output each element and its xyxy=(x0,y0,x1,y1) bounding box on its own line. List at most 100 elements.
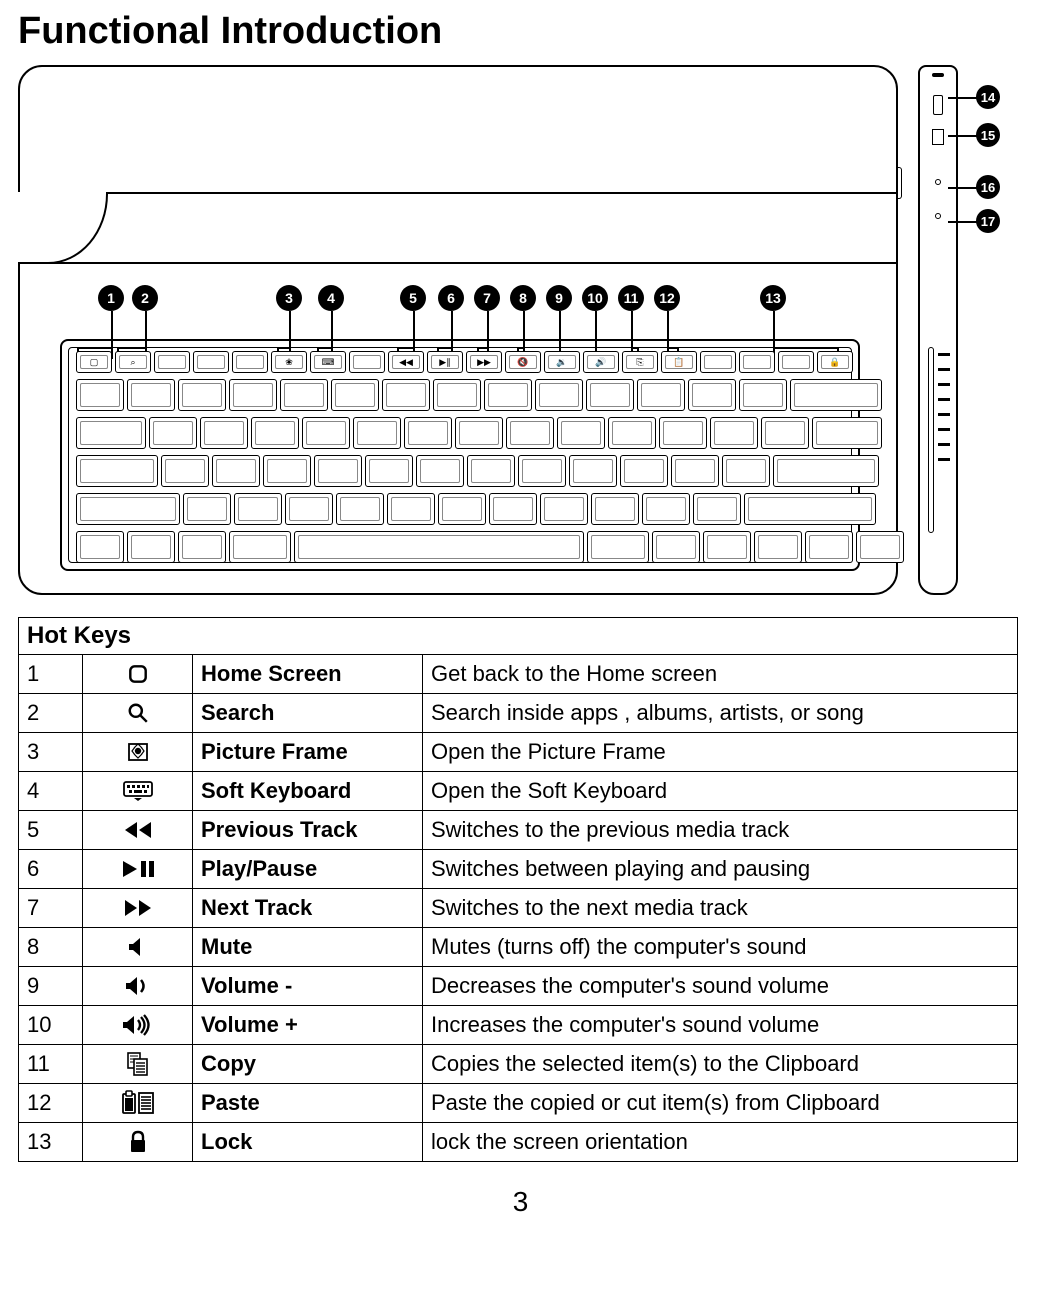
key xyxy=(856,531,904,563)
row-name: Paste xyxy=(193,1084,423,1123)
key xyxy=(127,531,175,563)
key xyxy=(127,379,175,411)
key xyxy=(518,455,566,487)
row-desc: Increases the computer's sound volume xyxy=(423,1006,1018,1045)
key: 📋 xyxy=(661,351,697,373)
callout-17: 17 xyxy=(976,209,1000,233)
key xyxy=(761,417,809,449)
key xyxy=(637,379,685,411)
key: 🔇 xyxy=(505,351,541,373)
key xyxy=(387,493,435,525)
key xyxy=(812,417,882,449)
callout-5: 5 xyxy=(400,285,426,311)
table-row: 2SearchSearch inside apps , albums, arti… xyxy=(19,694,1018,733)
table-row: 3Picture FrameOpen the Picture Frame xyxy=(19,733,1018,772)
callout-2: 2 xyxy=(132,285,158,311)
callout-14: 14 xyxy=(976,85,1000,109)
key xyxy=(710,417,758,449)
key xyxy=(294,531,584,563)
key xyxy=(433,379,481,411)
keyboard-side-view xyxy=(918,65,958,595)
table-row: 4Soft KeyboardOpen the Soft Keyboard xyxy=(19,772,1018,811)
table-row: 12 PastePaste the copied or cut item(s) f… xyxy=(19,1084,1018,1123)
key: 🔉 xyxy=(544,351,580,373)
key xyxy=(76,417,146,449)
hotkeys-table: Hot Keys 1Home ScreenGet back to the Hom… xyxy=(18,617,1018,1162)
page-number: 3 xyxy=(18,1186,1023,1218)
table-row: 11CopyCopies the selected item(s) to the… xyxy=(19,1045,1018,1084)
key xyxy=(620,455,668,487)
key xyxy=(331,379,379,411)
key xyxy=(76,379,124,411)
playpause-icon xyxy=(83,850,193,889)
row-number: 12 xyxy=(19,1084,83,1123)
key xyxy=(778,351,814,373)
row-desc: Paste the copied or cut item(s) from Cli… xyxy=(423,1084,1018,1123)
paste-icon xyxy=(83,1084,193,1123)
key xyxy=(154,351,190,373)
key xyxy=(234,493,282,525)
key xyxy=(773,455,879,487)
table-row: 6Play/PauseSwitches between playing and … xyxy=(19,850,1018,889)
page-title: Functional Introduction xyxy=(18,10,1023,53)
row-name: Volume - xyxy=(193,967,423,1006)
row-number: 1 xyxy=(19,655,83,694)
row-name: Soft Keyboard xyxy=(193,772,423,811)
key xyxy=(353,417,401,449)
next-icon xyxy=(83,889,193,928)
key xyxy=(76,455,158,487)
callout-4: 4 xyxy=(318,285,344,311)
key xyxy=(76,531,124,563)
key xyxy=(744,493,876,525)
row-number: 11 xyxy=(19,1045,83,1084)
table-title: Hot Keys xyxy=(19,618,1018,655)
key xyxy=(586,379,634,411)
key xyxy=(365,455,413,487)
key xyxy=(652,531,700,563)
table-row: 7Next TrackSwitches to the next media tr… xyxy=(19,889,1018,928)
key xyxy=(805,531,853,563)
key xyxy=(688,379,736,411)
key xyxy=(404,417,452,449)
callout-10: 10 xyxy=(582,285,608,311)
key xyxy=(700,351,736,373)
callout-9: 9 xyxy=(546,285,572,311)
key xyxy=(722,455,770,487)
key: ⌕ xyxy=(115,351,151,373)
key xyxy=(659,417,707,449)
callout-6: 6 xyxy=(438,285,464,311)
row-desc: Switches to the next media track xyxy=(423,889,1018,928)
key: ⎘ xyxy=(622,351,658,373)
callout-8: 8 xyxy=(510,285,536,311)
key xyxy=(754,531,802,563)
search-icon xyxy=(83,694,193,733)
callout-16: 16 xyxy=(976,175,1000,199)
key xyxy=(232,351,268,373)
row-number: 10 xyxy=(19,1006,83,1045)
row-number: 8 xyxy=(19,928,83,967)
row-name: Next Track xyxy=(193,889,423,928)
row-name: Picture Frame xyxy=(193,733,423,772)
row-desc: Search inside apps , albums, artists, or… xyxy=(423,694,1018,733)
key xyxy=(591,493,639,525)
row-number: 13 xyxy=(19,1123,83,1162)
key xyxy=(438,493,486,525)
key xyxy=(455,417,503,449)
key xyxy=(161,455,209,487)
callout-3: 3 xyxy=(276,285,302,311)
table-row: 13Locklock the screen orientation xyxy=(19,1123,1018,1162)
key: ❀ xyxy=(271,351,307,373)
picture-icon xyxy=(83,733,193,772)
row-name: Home Screen xyxy=(193,655,423,694)
row-desc: Copies the selected item(s) to the Clipb… xyxy=(423,1045,1018,1084)
key xyxy=(285,493,333,525)
volup-icon xyxy=(83,1006,193,1045)
key: ▶∥ xyxy=(427,351,463,373)
keyboard-top-view: 12345678910111213 ▢⌕❀⌨◀◀▶∥▶▶🔇🔉🔊⎘📋🔒 xyxy=(18,65,898,595)
voldown-icon xyxy=(83,967,193,1006)
key xyxy=(703,531,751,563)
key xyxy=(506,417,554,449)
key xyxy=(540,493,588,525)
diagram: 12345678910111213 ▢⌕❀⌨◀◀▶∥▶▶🔇🔉🔊⎘📋🔒 14151… xyxy=(18,65,1023,595)
key xyxy=(178,531,226,563)
